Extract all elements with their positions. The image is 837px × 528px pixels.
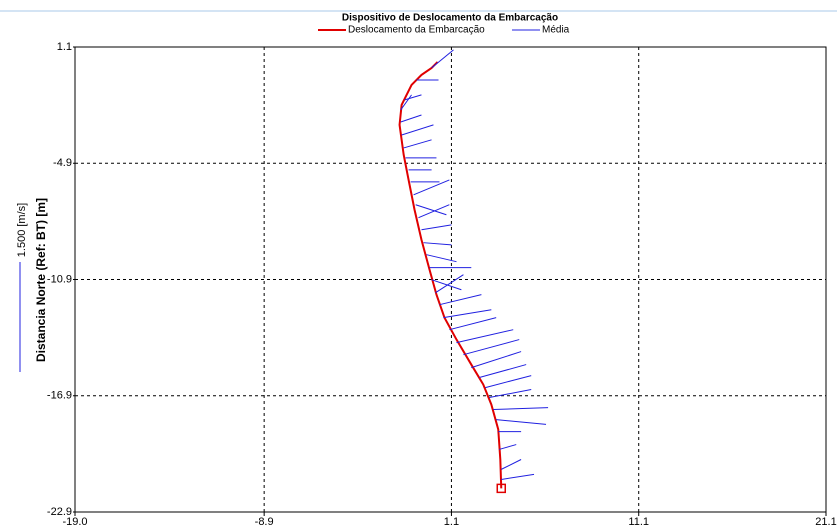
- start-marker: [496, 483, 507, 494]
- y-tick-label: -22.9: [47, 506, 72, 518]
- x-tick-label: -8.9: [255, 516, 274, 528]
- vector: [413, 179, 450, 196]
- y-tick-label: -10.9: [47, 273, 72, 285]
- vector: [400, 94, 412, 111]
- vector: [501, 473, 535, 480]
- vector: [400, 114, 422, 123]
- vector: [404, 94, 422, 101]
- vector: [499, 444, 517, 450]
- vector: [496, 419, 547, 425]
- y-tick-label: -16.9: [47, 390, 72, 402]
- vector: [426, 254, 457, 263]
- vector: [431, 279, 462, 291]
- y-tick-label: -4.9: [53, 157, 72, 169]
- x-tick-label: 21.1: [815, 516, 836, 528]
- y-tick-label: 1.1: [57, 41, 72, 53]
- vector: [485, 375, 532, 389]
- y-axis-label: Distancia Norte (Ref: BT) [m]: [34, 198, 48, 362]
- x-tick-label: -19.0: [62, 516, 87, 528]
- legend-label: Média: [542, 25, 570, 36]
- vector: [456, 329, 514, 344]
- vector: [471, 351, 522, 369]
- chart-title: Dispositivo de Deslocamento da Embarcaçã…: [342, 13, 558, 24]
- vector: [403, 139, 432, 149]
- vector: [489, 389, 532, 398]
- vector: [501, 459, 522, 470]
- vector: [401, 124, 434, 136]
- vector: [479, 364, 527, 379]
- vector: [449, 317, 497, 331]
- x-tick-label: 11.1: [628, 516, 649, 528]
- vector: [435, 274, 464, 294]
- x-tick-label: 1.1: [444, 516, 459, 528]
- vector: [421, 224, 452, 231]
- vector: [443, 309, 492, 319]
- vector: [463, 339, 520, 356]
- vector: [415, 204, 447, 216]
- vector: [439, 294, 482, 306]
- scale-label: 1.500 [m/s]: [16, 203, 28, 257]
- vector: [431, 49, 454, 69]
- vector: [493, 407, 549, 411]
- track-line: [398, 61, 503, 489]
- legend-label: Deslocamento da Embarcação: [348, 25, 485, 36]
- vector: [423, 242, 452, 246]
